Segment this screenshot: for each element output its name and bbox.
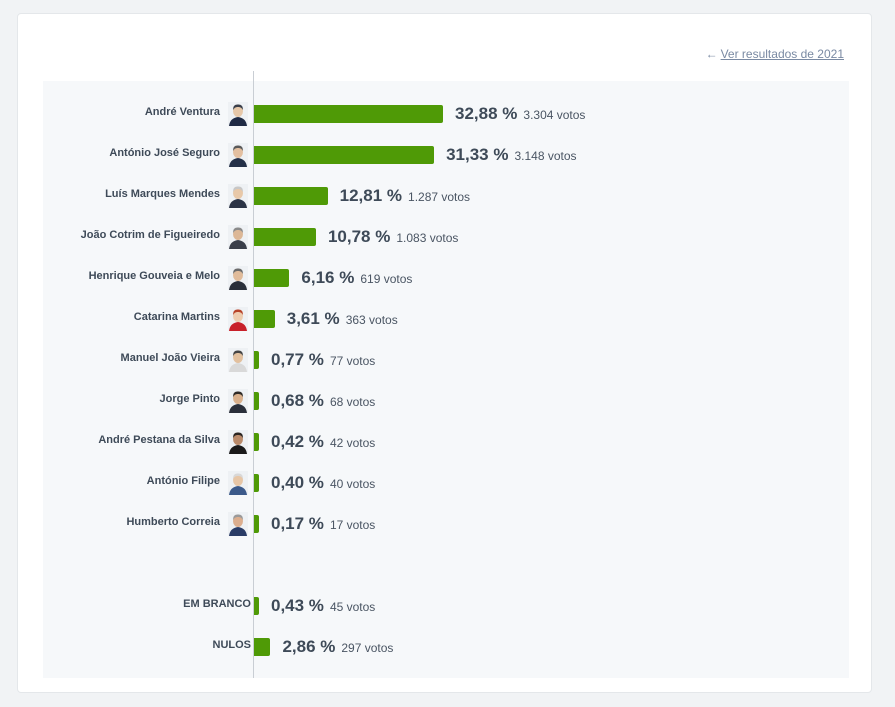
result-bar	[254, 228, 316, 246]
value-label-group: 12,81 % 1.287 votos	[340, 184, 470, 209]
candidate-row: António José Seguro 31,33 % 3.148 votos	[43, 143, 849, 167]
votes-label: 619 votos	[360, 272, 413, 286]
arrow-left-icon: ←	[705, 47, 718, 61]
candidate-row: NULOS 2,86 % 297 votos	[43, 635, 849, 659]
result-bar	[254, 269, 290, 287]
percentage-label: 0,17 %	[271, 514, 324, 533]
percentage-label: 6,16 %	[301, 268, 355, 287]
chart-axis-line	[253, 71, 254, 678]
candidate-photo	[228, 225, 248, 249]
previous-results-label: Ver resultados de 2021	[720, 47, 844, 61]
candidate-row: EM BRANCO 0,43 % 45 votos	[43, 594, 849, 618]
votes-label: 17 votos	[329, 518, 376, 532]
result-bar	[254, 187, 328, 205]
value-label-group: 0,43 % 45 votos	[271, 594, 375, 619]
value-label-group: 10,78 % 1.083 votos	[328, 225, 458, 250]
votes-label: 45 votos	[329, 600, 376, 614]
category-label: Catarina Martins	[133, 311, 220, 323]
value-label-group: 6,16 % 619 votos	[301, 266, 412, 291]
percentage-label: 2,86 %	[282, 637, 336, 656]
candidate-photo	[228, 471, 248, 495]
votes-label: 1.287 votos	[408, 190, 471, 204]
candidate-row: António Filipe 0,40 % 40 votos	[43, 471, 849, 495]
category-label: Henrique Gouveia e Melo	[88, 270, 220, 282]
votes-label: 3.148 votos	[514, 149, 577, 163]
candidate-photo	[228, 512, 248, 536]
percentage-label: 0,43 %	[271, 596, 324, 615]
candidate-row: Luís Marques Mendes 12,81 % 1.287 votos	[43, 184, 849, 208]
votes-label: 42 votos	[329, 436, 376, 450]
category-label: André Ventura	[144, 106, 220, 118]
result-bar	[254, 515, 259, 533]
percentage-label: 0,77 %	[271, 350, 324, 369]
value-label-group: 32,88 % 3.304 votos	[455, 102, 585, 127]
percentage-label: 0,42 %	[271, 432, 324, 451]
candidate-row: Jorge Pinto 0,68 % 68 votos	[43, 389, 849, 413]
candidate-row: Manuel João Vieira 0,77 % 77 votos	[43, 348, 849, 372]
candidate-photo	[228, 266, 248, 290]
candidate-photo	[228, 102, 248, 126]
value-label-group: 2,86 % 297 votos	[282, 635, 393, 660]
candidate-row: Humberto Correia 0,17 % 17 votos	[43, 512, 849, 536]
votes-label: 363 votos	[345, 313, 398, 327]
result-bar	[254, 474, 259, 492]
percentage-label: 3,61 %	[286, 309, 340, 328]
candidate-photo	[228, 430, 248, 454]
previous-results-link[interactable]: ← Ver resultados de 2021	[706, 47, 844, 61]
candidate-photo	[228, 307, 248, 331]
value-label-group: 3,61 % 363 votos	[287, 307, 398, 332]
category-label: António José Seguro	[109, 147, 220, 159]
value-label-group: 0,77 % 77 votos	[271, 348, 375, 373]
votes-label: 3.304 votos	[523, 108, 586, 122]
value-label-group: 0,42 % 42 votos	[271, 430, 375, 455]
value-label-group: 0,40 % 40 votos	[271, 471, 375, 496]
value-label-group: 0,17 % 17 votos	[271, 512, 375, 537]
category-label: NULOS	[212, 639, 252, 651]
candidate-row: Henrique Gouveia e Melo 6,16 % 619 votos	[43, 266, 849, 290]
percentage-label: 0,68 %	[271, 391, 324, 410]
result-bar	[254, 597, 259, 615]
percentage-label: 31,33 %	[446, 145, 509, 164]
result-bar	[254, 392, 259, 410]
result-bar	[254, 146, 435, 164]
candidate-photo	[228, 184, 248, 208]
votes-label: 77 votos	[329, 354, 376, 368]
percentage-label: 10,78 %	[327, 227, 391, 246]
candidate-row: André Pestana da Silva 0,42 % 42 votos	[43, 430, 849, 454]
results-card: ← Ver resultados de 2021 André Ventura 32,…	[17, 13, 872, 693]
candidate-photo	[228, 348, 248, 372]
candidate-row: André Ventura 32,88 % 3.304 votos	[43, 102, 849, 126]
result-bar	[254, 351, 259, 369]
value-label-group: 31,33 % 3.148 votos	[446, 143, 576, 168]
category-label: André Pestana da Silva	[98, 434, 220, 446]
category-label: Luís Marques Mendes	[105, 188, 220, 200]
category-label: Jorge Pinto	[159, 393, 220, 405]
category-label: EM BRANCO	[183, 598, 251, 610]
percentage-label: 12,81 %	[339, 186, 403, 205]
category-label: João Cotrim de Figueiredo	[80, 229, 220, 241]
category-label: António Filipe	[146, 475, 220, 487]
result-bar	[254, 310, 275, 328]
results-bar-chart: André Ventura 32,88 % 3.304 votos António J…	[43, 71, 849, 678]
category-label: Manuel João Vieira	[120, 352, 220, 364]
votes-label: 40 votos	[329, 477, 376, 491]
votes-label: 297 votos	[341, 641, 394, 655]
candidate-photo	[228, 143, 248, 167]
value-label-group: 0,68 % 68 votos	[271, 389, 375, 414]
result-bar	[254, 105, 443, 123]
percentage-label: 32,88 %	[455, 104, 518, 123]
percentage-label: 0,40 %	[271, 473, 324, 492]
result-bar	[254, 433, 259, 451]
candidate-row: João Cotrim de Figueiredo 10,78 % 1.083 vo…	[43, 225, 849, 249]
candidate-row: Catarina Martins 3,61 % 363 votos	[43, 307, 849, 331]
votes-label: 68 votos	[329, 395, 376, 409]
candidate-photo	[228, 389, 248, 413]
result-bar	[254, 638, 271, 656]
category-label: Humberto Correia	[126, 516, 220, 528]
votes-label: 1.083 votos	[396, 231, 459, 245]
